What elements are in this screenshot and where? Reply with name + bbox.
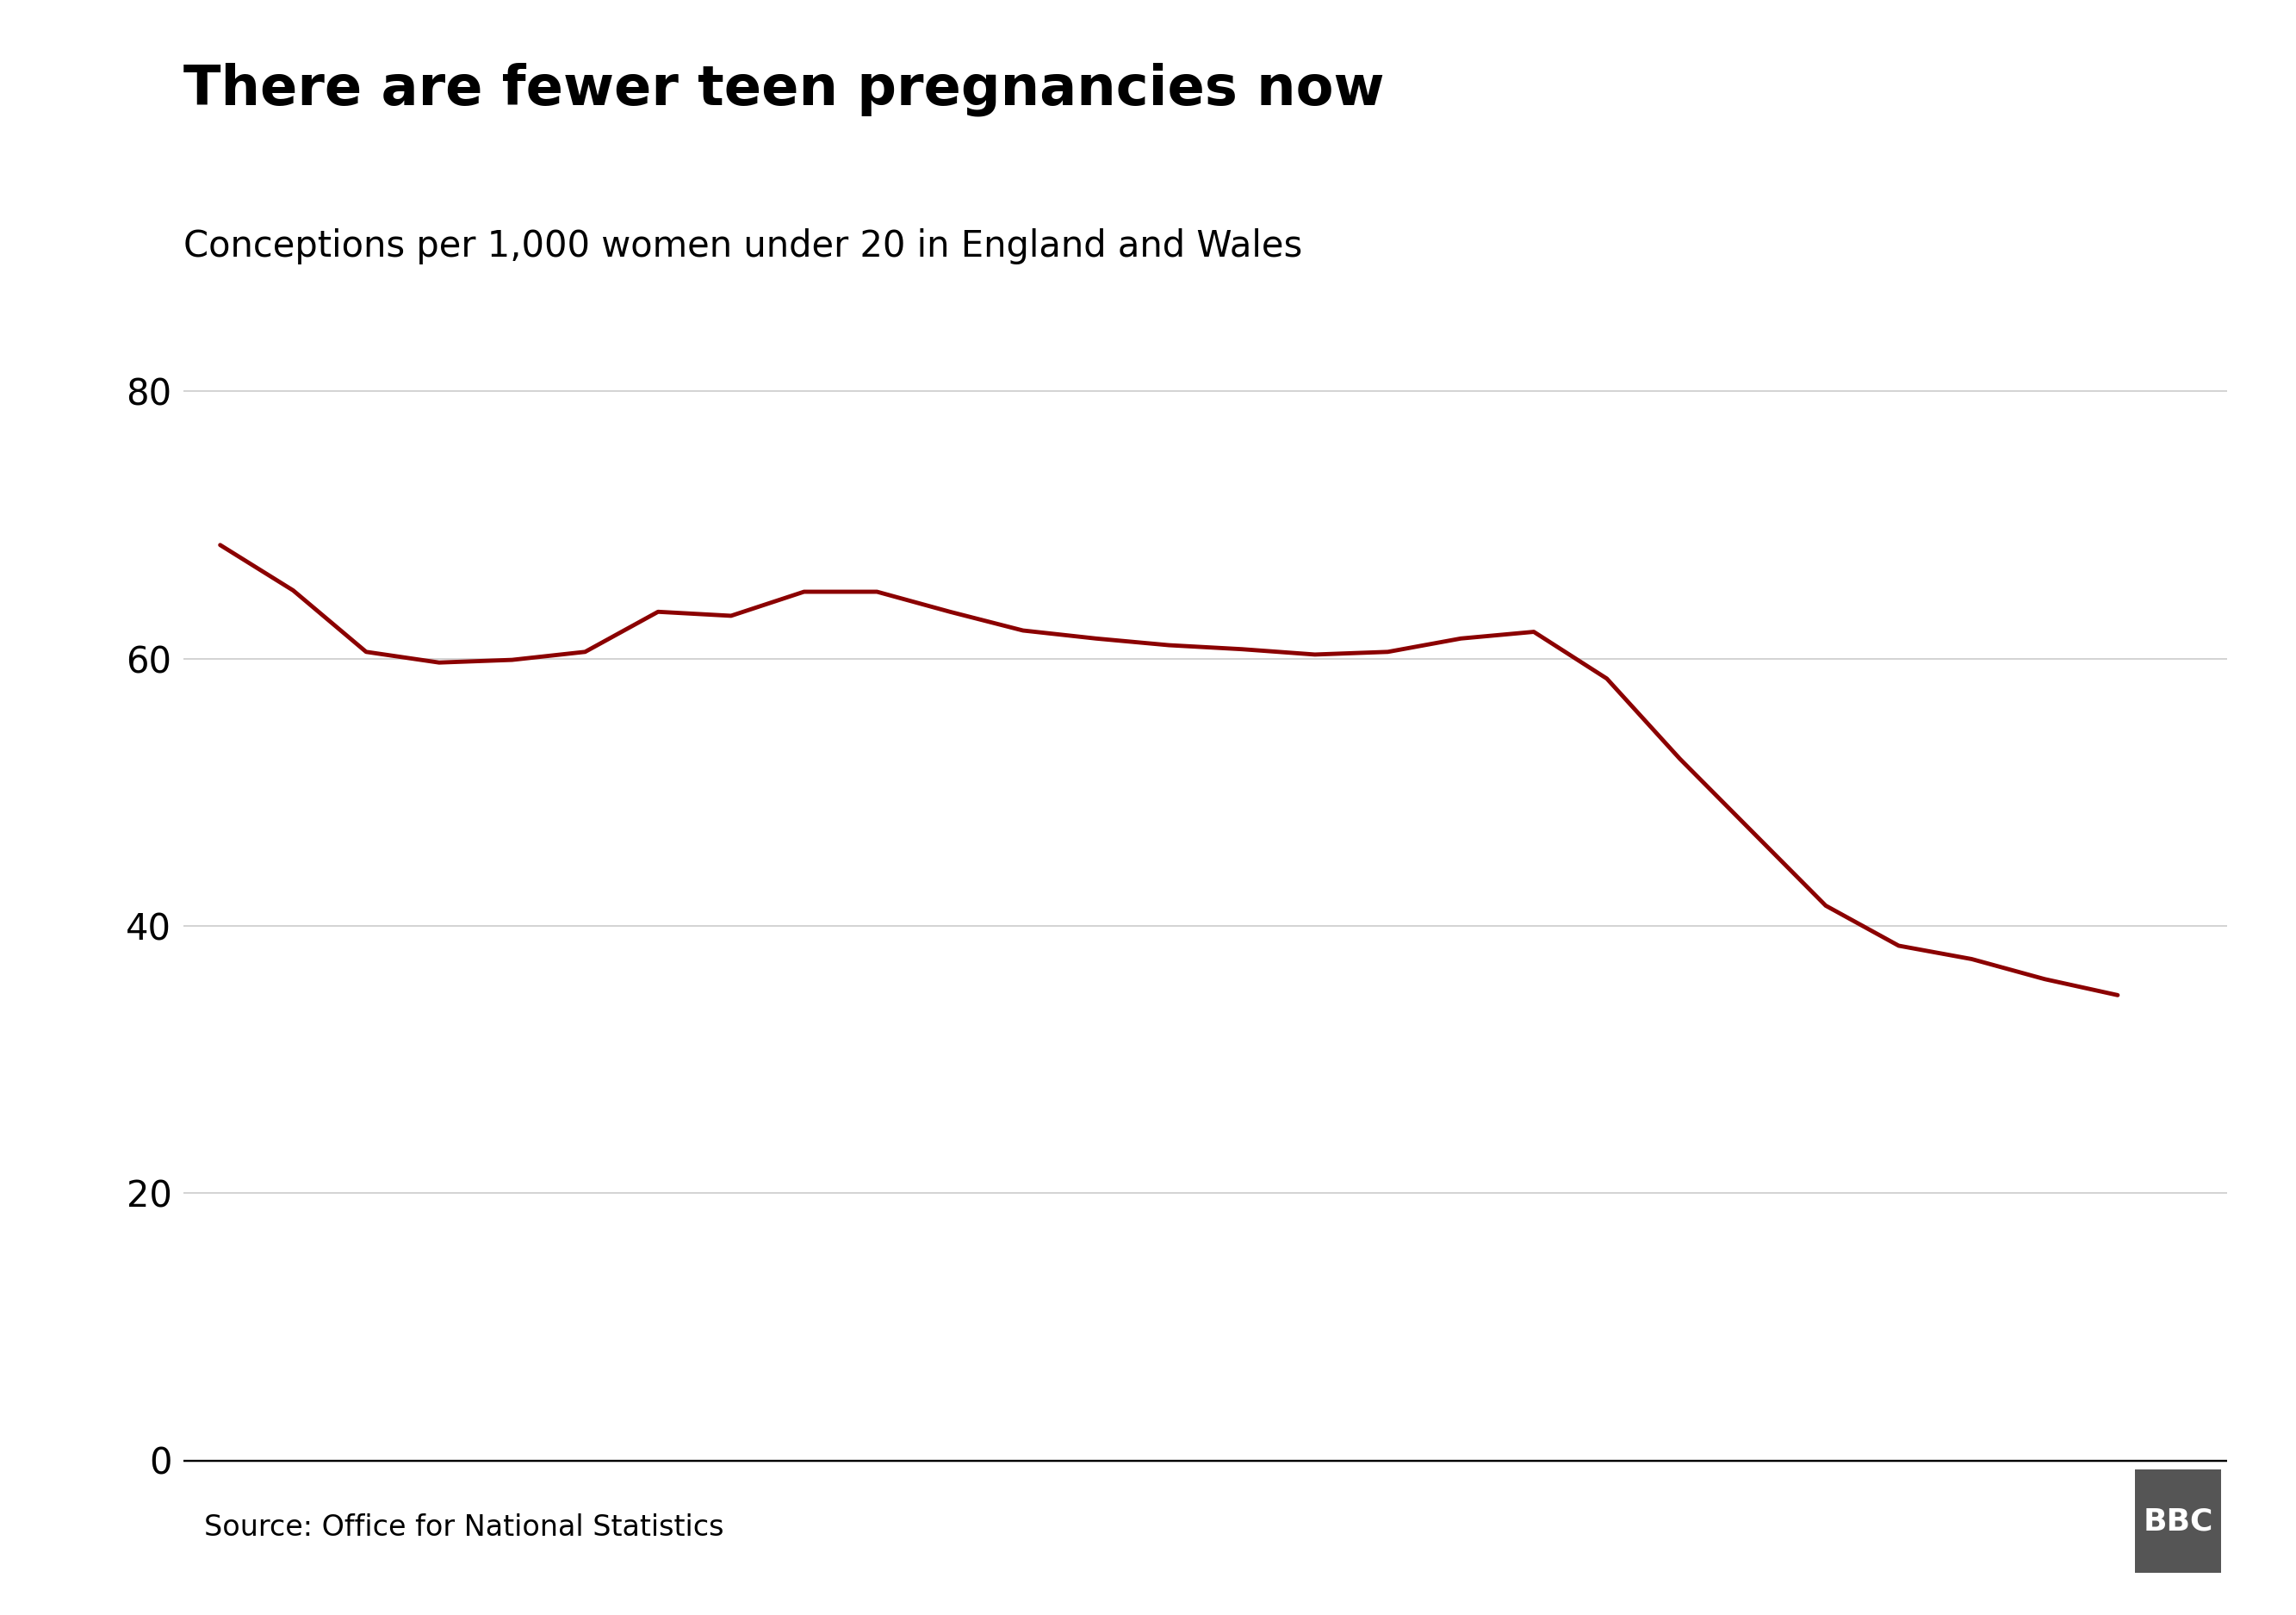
Text: Conceptions per 1,000 women under 20 in England and Wales: Conceptions per 1,000 women under 20 in …: [184, 228, 1302, 265]
Text: Source: Office for National Statistics: Source: Office for National Statistics: [204, 1513, 723, 1542]
Text: There are fewer teen pregnancies now: There are fewer teen pregnancies now: [184, 63, 1384, 116]
Bar: [2135, 1470, 2220, 1573]
Text: BBC: BBC: [2142, 1507, 2213, 1536]
